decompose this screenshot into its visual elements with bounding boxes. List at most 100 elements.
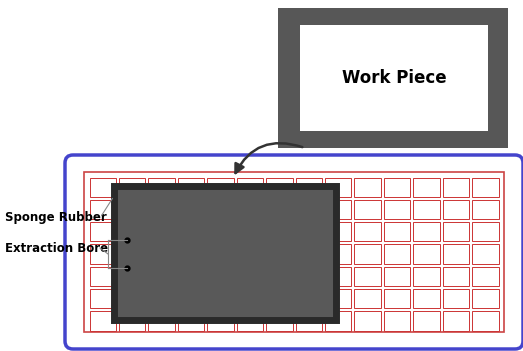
Bar bbox=[178, 289, 204, 308]
Bar bbox=[325, 289, 351, 308]
Bar bbox=[355, 178, 381, 197]
Bar bbox=[89, 222, 116, 241]
Bar bbox=[384, 222, 410, 241]
Bar bbox=[355, 244, 381, 264]
Bar bbox=[295, 200, 322, 219]
Bar bbox=[149, 222, 175, 241]
Bar bbox=[114, 186, 336, 320]
Bar bbox=[325, 222, 351, 241]
Bar bbox=[295, 222, 322, 241]
Bar bbox=[442, 267, 469, 286]
Bar bbox=[472, 311, 498, 331]
Bar bbox=[442, 222, 469, 241]
Bar bbox=[413, 244, 440, 264]
Bar bbox=[413, 289, 440, 308]
Bar bbox=[236, 267, 263, 286]
Bar bbox=[300, 25, 488, 131]
Bar bbox=[295, 289, 322, 308]
Bar bbox=[325, 244, 351, 264]
Bar bbox=[442, 178, 469, 197]
Bar bbox=[207, 222, 234, 241]
Bar bbox=[236, 178, 263, 197]
Bar bbox=[178, 311, 204, 331]
Bar bbox=[384, 267, 410, 286]
Bar bbox=[472, 178, 498, 197]
Bar bbox=[266, 178, 292, 197]
Bar bbox=[149, 244, 175, 264]
Bar bbox=[472, 200, 498, 219]
Bar bbox=[236, 289, 263, 308]
Bar bbox=[384, 178, 410, 197]
Bar bbox=[278, 8, 508, 148]
Bar bbox=[413, 200, 440, 219]
Bar bbox=[413, 311, 440, 331]
Bar bbox=[384, 289, 410, 308]
Bar bbox=[178, 244, 204, 264]
Bar bbox=[472, 267, 498, 286]
Bar bbox=[442, 289, 469, 308]
Bar bbox=[207, 178, 234, 197]
Bar bbox=[413, 267, 440, 286]
Bar bbox=[207, 200, 234, 219]
Bar bbox=[149, 289, 175, 308]
Bar bbox=[413, 178, 440, 197]
Bar bbox=[295, 178, 322, 197]
Bar bbox=[178, 222, 204, 241]
Bar bbox=[442, 200, 469, 219]
Bar bbox=[89, 311, 116, 331]
Bar bbox=[295, 244, 322, 264]
Bar bbox=[325, 311, 351, 331]
Bar bbox=[355, 267, 381, 286]
Bar bbox=[236, 244, 263, 264]
Bar bbox=[89, 267, 116, 286]
FancyBboxPatch shape bbox=[65, 155, 523, 349]
Bar bbox=[149, 311, 175, 331]
Bar bbox=[355, 311, 381, 331]
Bar bbox=[266, 244, 292, 264]
Bar bbox=[119, 178, 145, 197]
Bar bbox=[442, 311, 469, 331]
Bar bbox=[442, 244, 469, 264]
Bar bbox=[89, 178, 116, 197]
Bar bbox=[384, 244, 410, 264]
Bar bbox=[84, 172, 504, 332]
Bar bbox=[413, 222, 440, 241]
Bar bbox=[149, 178, 175, 197]
Bar bbox=[207, 267, 234, 286]
Bar bbox=[236, 311, 263, 331]
Bar bbox=[178, 267, 204, 286]
Bar bbox=[295, 267, 322, 286]
Text: Extraction Bore: Extraction Bore bbox=[5, 241, 108, 254]
Bar bbox=[266, 289, 292, 308]
Bar bbox=[89, 200, 116, 219]
Bar bbox=[266, 267, 292, 286]
Bar bbox=[119, 267, 145, 286]
Text: Sponge Rubber: Sponge Rubber bbox=[5, 212, 107, 225]
Bar bbox=[119, 244, 145, 264]
Bar bbox=[472, 244, 498, 264]
Bar bbox=[236, 222, 263, 241]
Bar bbox=[119, 311, 145, 331]
Bar bbox=[472, 222, 498, 241]
Bar bbox=[266, 200, 292, 219]
Bar bbox=[119, 289, 145, 308]
Bar bbox=[266, 311, 292, 331]
Bar bbox=[355, 289, 381, 308]
Bar bbox=[472, 289, 498, 308]
Bar bbox=[325, 267, 351, 286]
Bar bbox=[89, 244, 116, 264]
Bar bbox=[384, 200, 410, 219]
Bar bbox=[178, 178, 204, 197]
Bar bbox=[207, 311, 234, 331]
Bar bbox=[119, 222, 145, 241]
Bar bbox=[149, 200, 175, 219]
Bar bbox=[236, 200, 263, 219]
Text: Work Piece: Work Piece bbox=[342, 69, 446, 87]
Bar bbox=[207, 244, 234, 264]
Bar bbox=[325, 178, 351, 197]
Bar bbox=[355, 200, 381, 219]
Bar bbox=[266, 222, 292, 241]
Bar bbox=[384, 311, 410, 331]
Bar bbox=[149, 267, 175, 286]
Bar bbox=[207, 289, 234, 308]
